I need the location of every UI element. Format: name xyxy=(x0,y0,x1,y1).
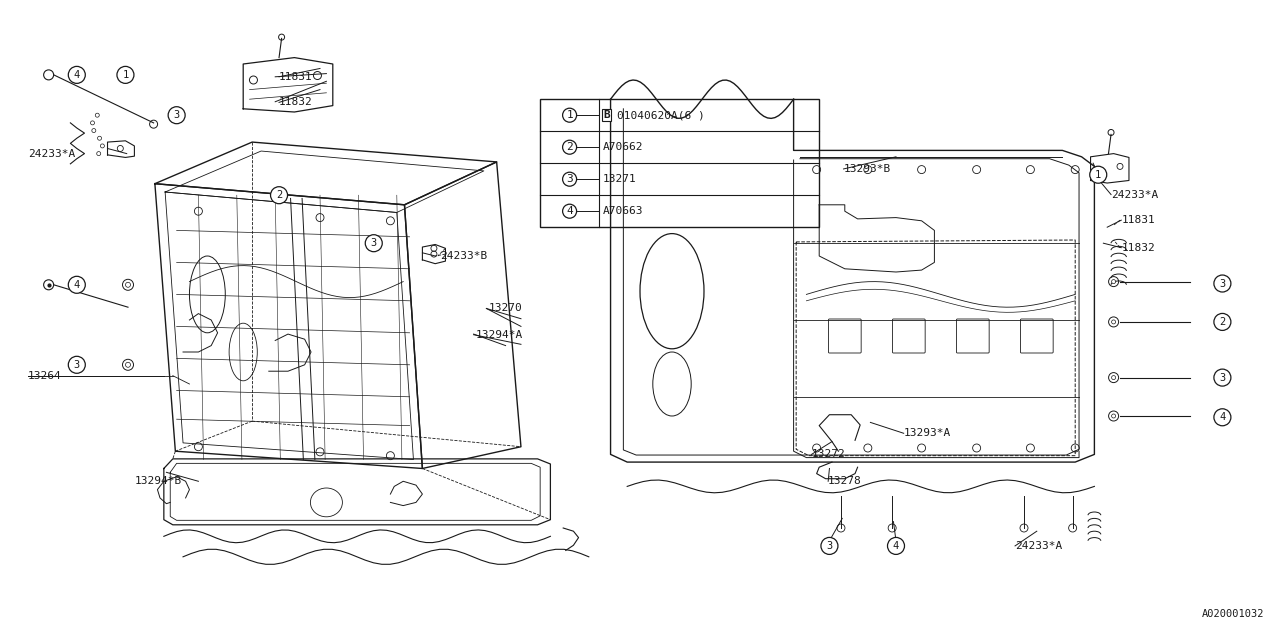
Text: 11832: 11832 xyxy=(279,97,312,108)
Circle shape xyxy=(1213,369,1231,386)
Text: 13278: 13278 xyxy=(828,476,861,486)
Text: 13272: 13272 xyxy=(812,449,845,460)
Circle shape xyxy=(270,187,288,204)
Text: 3: 3 xyxy=(174,110,179,120)
Text: 2: 2 xyxy=(276,190,282,200)
Text: 11831: 11831 xyxy=(1121,215,1155,225)
Circle shape xyxy=(68,356,86,373)
Text: 01040620A(6 ): 01040620A(6 ) xyxy=(617,110,705,120)
Text: 24233*A: 24233*A xyxy=(1111,189,1158,200)
Text: 13264: 13264 xyxy=(28,371,61,381)
Text: 4: 4 xyxy=(74,280,79,290)
Text: 4: 4 xyxy=(566,206,573,216)
Circle shape xyxy=(1111,280,1116,284)
Text: 3: 3 xyxy=(566,174,573,184)
Circle shape xyxy=(1111,376,1116,380)
Circle shape xyxy=(1089,166,1107,183)
Text: 13294*A: 13294*A xyxy=(476,330,524,340)
Text: 1: 1 xyxy=(123,70,128,80)
Text: 13293*B: 13293*B xyxy=(844,164,891,174)
Circle shape xyxy=(563,140,576,154)
Text: 11831: 11831 xyxy=(279,72,312,82)
Circle shape xyxy=(563,204,576,218)
Text: 3: 3 xyxy=(74,360,79,370)
Circle shape xyxy=(1213,409,1231,426)
Circle shape xyxy=(365,235,383,252)
Text: B: B xyxy=(603,110,609,120)
Text: 13271: 13271 xyxy=(603,174,636,184)
Circle shape xyxy=(125,362,131,367)
Circle shape xyxy=(887,538,905,554)
Text: 13270: 13270 xyxy=(489,303,522,314)
Bar xyxy=(540,99,819,227)
Text: 3: 3 xyxy=(1220,278,1225,289)
Text: 3: 3 xyxy=(827,541,832,551)
Text: 24233*A: 24233*A xyxy=(1015,541,1062,551)
Circle shape xyxy=(820,538,838,554)
Text: 24233*A: 24233*A xyxy=(28,148,76,159)
Text: 1: 1 xyxy=(566,110,573,120)
Circle shape xyxy=(68,276,86,293)
Circle shape xyxy=(168,107,186,124)
Circle shape xyxy=(1213,275,1231,292)
Text: 1: 1 xyxy=(1096,170,1101,180)
Circle shape xyxy=(563,108,576,122)
Text: 13294*B: 13294*B xyxy=(134,476,182,486)
Circle shape xyxy=(563,172,576,186)
Text: A70662: A70662 xyxy=(603,142,644,152)
Circle shape xyxy=(116,67,134,83)
Circle shape xyxy=(1111,320,1116,324)
Text: 2: 2 xyxy=(1220,317,1225,327)
Text: 4: 4 xyxy=(893,541,899,551)
Text: 4: 4 xyxy=(74,70,79,80)
Text: 11832: 11832 xyxy=(1121,243,1155,253)
Circle shape xyxy=(1111,414,1116,418)
Text: 24233*B: 24233*B xyxy=(440,251,488,261)
Text: 4: 4 xyxy=(1220,412,1225,422)
Text: 3: 3 xyxy=(1220,372,1225,383)
Circle shape xyxy=(68,67,86,83)
Text: 3: 3 xyxy=(371,238,376,248)
Text: A70663: A70663 xyxy=(603,206,644,216)
Text: 2: 2 xyxy=(566,142,573,152)
Circle shape xyxy=(125,282,131,287)
Text: A020001032: A020001032 xyxy=(1202,609,1265,620)
Text: 13293*A: 13293*A xyxy=(904,428,951,438)
Circle shape xyxy=(1213,314,1231,330)
